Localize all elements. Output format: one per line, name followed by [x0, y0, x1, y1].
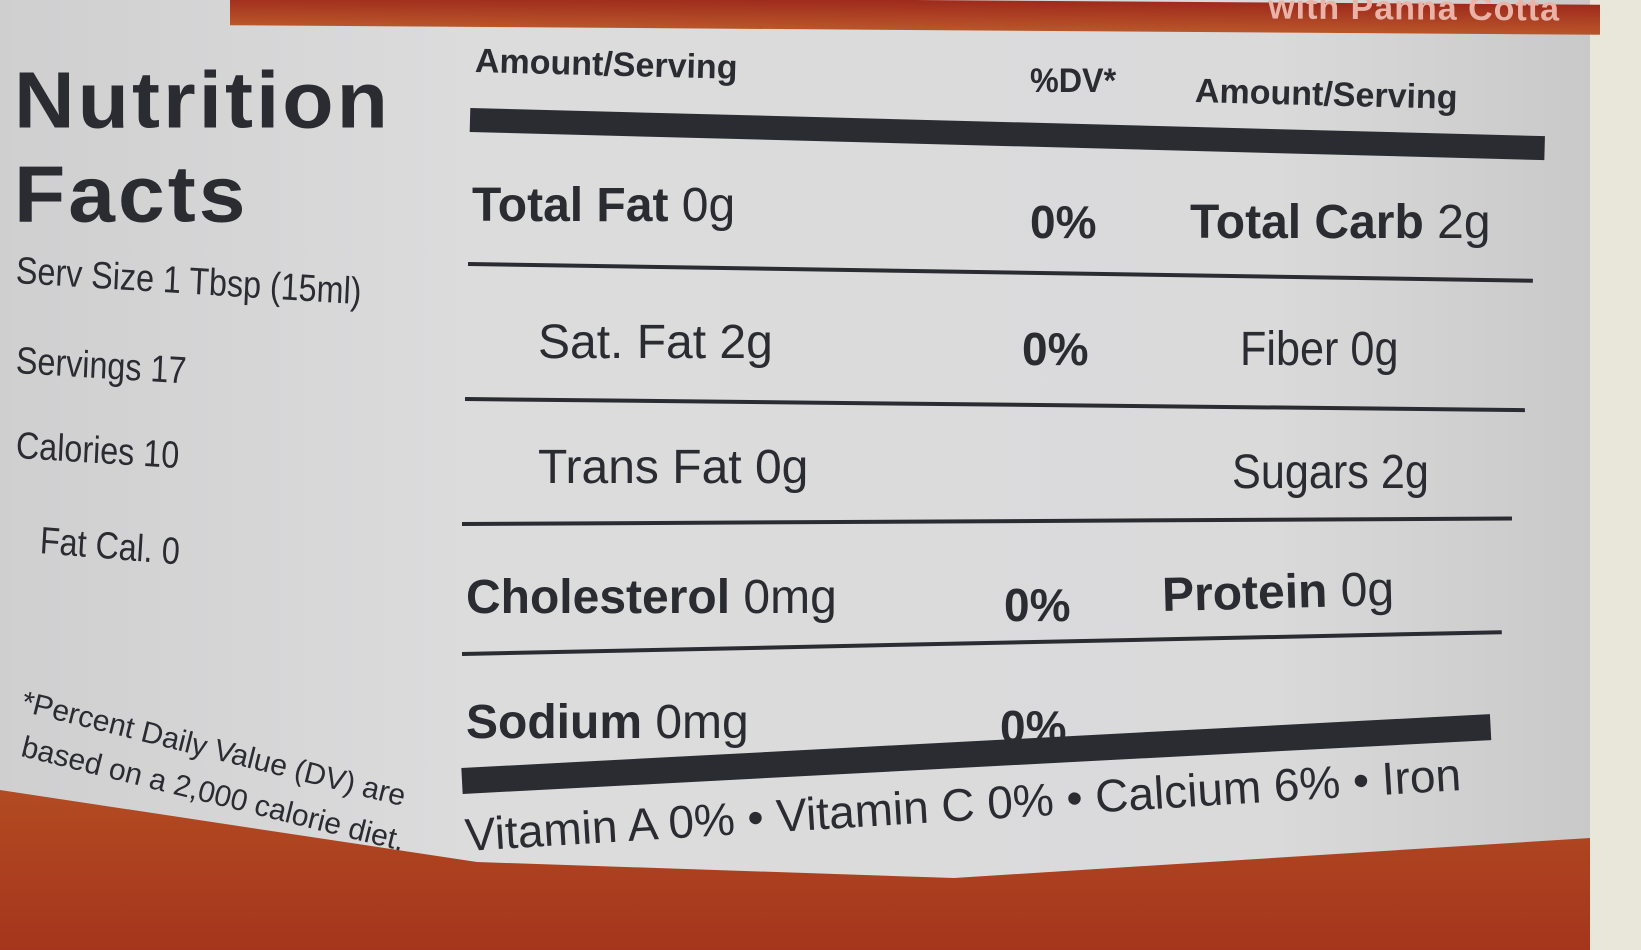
- header-dv-left: %DV*: [1030, 62, 1117, 100]
- row-total-fat: Total Fat 0g: [472, 178, 735, 233]
- row-sat-fat: Sat. Fat 2g: [538, 315, 773, 370]
- nutrient-name: Total Fat: [472, 179, 669, 232]
- nutrient-amount: 0g: [681, 179, 736, 232]
- nutrition-label: [0, 0, 1590, 938]
- nutrient-name: Total Carb: [1190, 196, 1424, 249]
- nutrient-amount: 0mg: [655, 696, 749, 749]
- row-total-carb: Total Carb 2g: [1190, 195, 1491, 250]
- row-cholesterol: Cholesterol 0mg: [466, 570, 837, 625]
- nutrient-name: Protein: [1161, 564, 1329, 623]
- dv-cholesterol: 0%: [1004, 579, 1071, 631]
- nutrient-amount: 0g: [1350, 323, 1399, 376]
- row-sodium: Sodium 0mg: [466, 695, 749, 750]
- nutrient-amount: 2g: [1380, 446, 1429, 499]
- nutrient-name: Cholesterol: [466, 571, 731, 624]
- nutrient-name: Fiber: [1240, 323, 1339, 376]
- header-amount-right: Amount/Serving: [1194, 72, 1458, 117]
- band-text: with Panna Cotta: [1268, 0, 1560, 29]
- row-trans-fat: Trans Fat 0g: [538, 440, 808, 495]
- dv-total-fat: 0%: [1030, 196, 1097, 248]
- header-amount-left: Amount/Serving: [474, 42, 738, 87]
- nutrient-name: Trans Fat: [538, 441, 742, 494]
- row-sugars: Sugars 2g: [1232, 445, 1429, 500]
- nutrient-name: Sodium: [466, 696, 642, 749]
- title-line1: Nutrition: [14, 55, 391, 145]
- nutrient-amount: 0g: [1339, 562, 1395, 618]
- nutrient-name: Sat. Fat: [538, 316, 707, 369]
- row-fiber: Fiber 0g: [1240, 322, 1398, 377]
- nutrient-amount: 0mg: [743, 571, 837, 624]
- nutrient-amount: 0g: [754, 441, 809, 494]
- nutrient-name: Sugars: [1232, 446, 1369, 499]
- title-line2: Facts: [14, 149, 249, 239]
- nutrient-amount: 2g: [719, 316, 773, 369]
- dv-sat-fat: 0%: [1022, 323, 1089, 375]
- row-protein: Protein 0g: [1161, 562, 1394, 623]
- nutrient-amount: 2g: [1437, 196, 1491, 249]
